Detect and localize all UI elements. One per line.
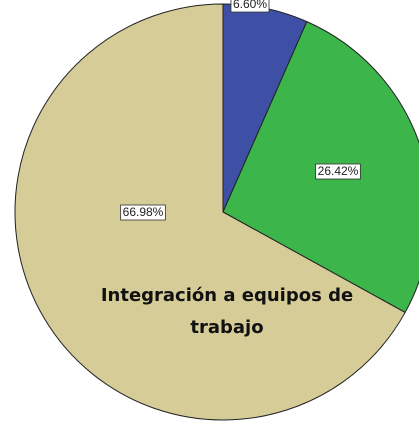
pie-slice: [14, 3, 406, 421]
data-label: 26.42%: [318, 164, 359, 178]
data-label: 6.60%: [233, 0, 267, 11]
label-box: [120, 204, 166, 221]
label-box: [315, 163, 361, 180]
chart-title: Integración a equipos de trabajo: [100, 285, 354, 338]
data-label: 66.98%: [123, 205, 164, 219]
label-box: [230, 0, 270, 13]
